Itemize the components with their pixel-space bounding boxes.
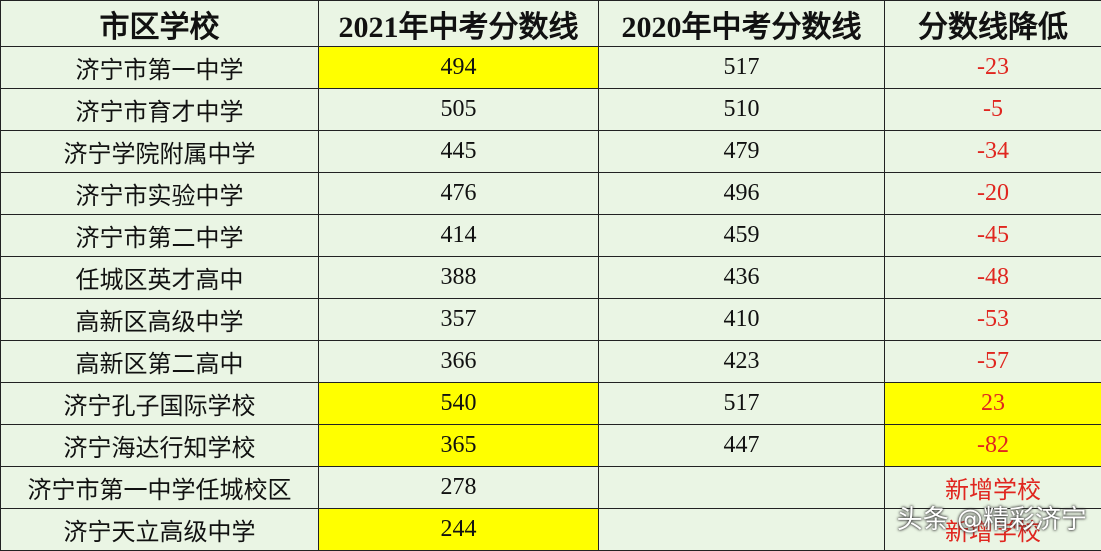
table-cell: 436 (599, 257, 885, 299)
table-cell: -45 (885, 215, 1101, 257)
table-cell: 447 (599, 425, 885, 467)
table-cell: 414 (319, 215, 599, 257)
header-cell: 分数线降低 (885, 1, 1101, 47)
header-cell: 市区学校 (1, 1, 319, 47)
table-cell: 济宁市第一中学 (1, 47, 319, 89)
table-cell: 423 (599, 341, 885, 383)
table-cell: 505 (319, 89, 599, 131)
table-cell: 496 (599, 173, 885, 215)
table-cell: 23 (885, 383, 1101, 425)
table-cell (599, 467, 885, 509)
table-cell: -53 (885, 299, 1101, 341)
table-cell: 济宁市实验中学 (1, 173, 319, 215)
table-cell: 365 (319, 425, 599, 467)
table-cell: 278 (319, 467, 599, 509)
table-cell: 任城区英才高中 (1, 257, 319, 299)
table-cell: 445 (319, 131, 599, 173)
table-cell: 476 (319, 173, 599, 215)
header-cell: 2021年中考分数线 (319, 1, 599, 47)
table-cell: -34 (885, 131, 1101, 173)
table-cell: 高新区第二高中 (1, 341, 319, 383)
table-cell: 494 (319, 47, 599, 89)
table-cell: -57 (885, 341, 1101, 383)
table-cell: 高新区高级中学 (1, 299, 319, 341)
table-cell: 357 (319, 299, 599, 341)
table-cell: 244 (319, 509, 599, 551)
table-cell: -48 (885, 257, 1101, 299)
table-cell: -82 (885, 425, 1101, 467)
table-cell: 济宁天立高级中学 (1, 509, 319, 551)
watermark: 头条 @精彩济宁 (897, 499, 1087, 536)
table-cell: -5 (885, 89, 1101, 131)
table-cell: 459 (599, 215, 885, 257)
table-cell: 410 (599, 299, 885, 341)
header-cell: 2020年中考分数线 (599, 1, 885, 47)
table-cell: 388 (319, 257, 599, 299)
table-cell: -20 (885, 173, 1101, 215)
table-cell: 517 (599, 47, 885, 89)
table-cell: 479 (599, 131, 885, 173)
table-cell: 济宁市育才中学 (1, 89, 319, 131)
table-cell: 济宁学院附属中学 (1, 131, 319, 173)
table-cell: 济宁市第二中学 (1, 215, 319, 257)
table-cell: 济宁市第一中学任城校区 (1, 467, 319, 509)
table-cell: -23 (885, 47, 1101, 89)
table-cell: 366 (319, 341, 599, 383)
table-cell: 济宁孔子国际学校 (1, 383, 319, 425)
table-cell (599, 509, 885, 551)
table-cell: 540 (319, 383, 599, 425)
table-cell: 济宁海达行知学校 (1, 425, 319, 467)
table-cell: 517 (599, 383, 885, 425)
table-cell: 510 (599, 89, 885, 131)
